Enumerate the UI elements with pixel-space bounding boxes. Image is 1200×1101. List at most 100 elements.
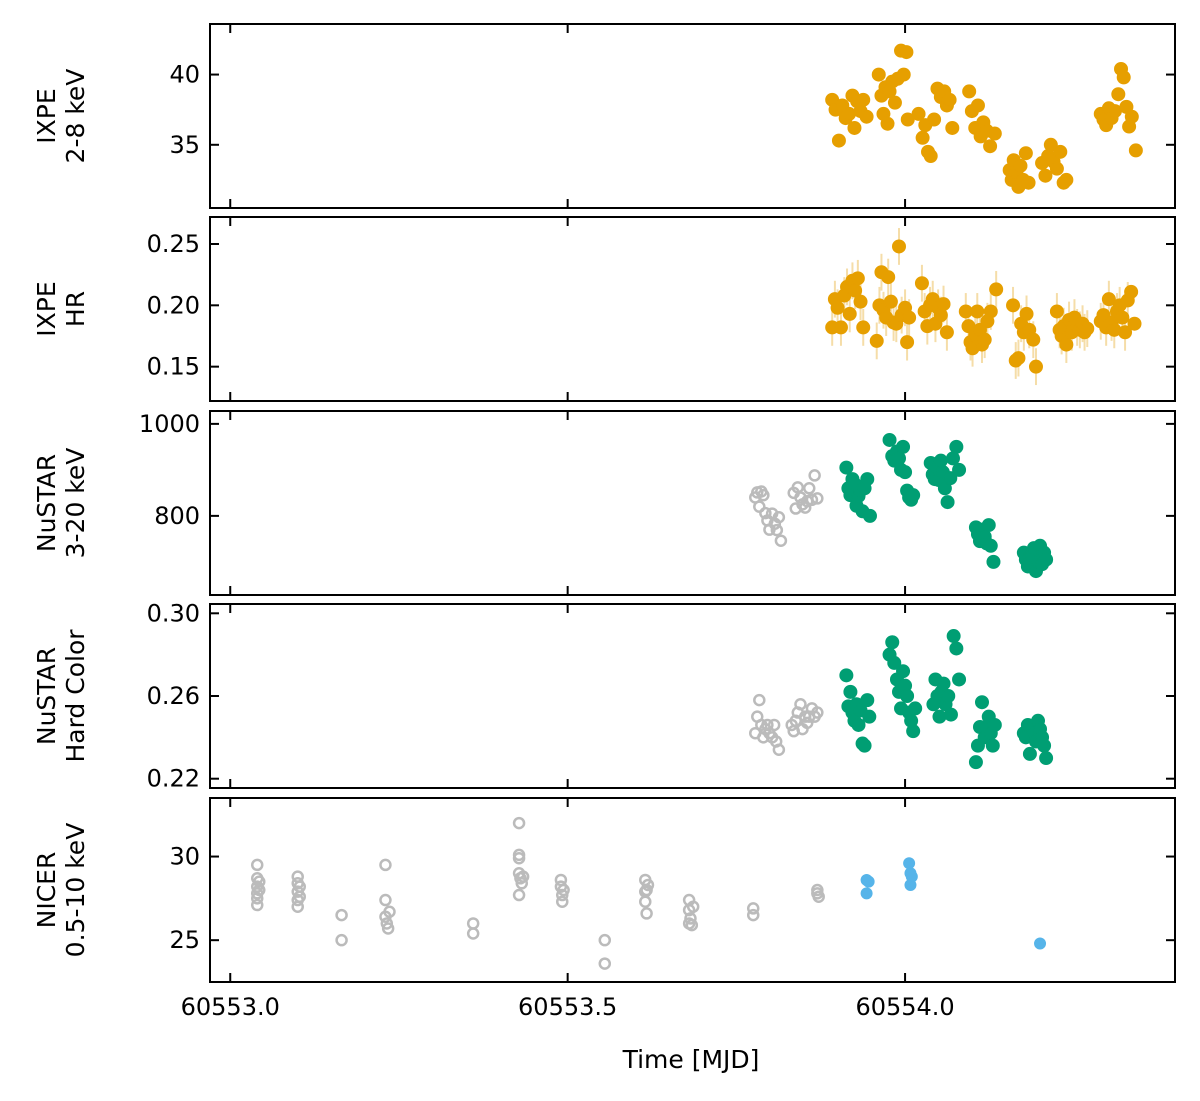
series-ixpe-flux-0 — [825, 43, 1143, 194]
data-point — [943, 707, 958, 722]
data-point — [880, 116, 895, 131]
data-point — [794, 698, 807, 711]
data-point — [859, 109, 874, 124]
data-point — [383, 905, 396, 918]
data-point — [885, 635, 900, 650]
data-point — [860, 693, 875, 708]
data-point — [987, 126, 1002, 141]
data-point — [975, 695, 989, 710]
axis-frame — [209, 797, 1176, 983]
y-axis-label: 0.5-10 keV — [61, 823, 90, 958]
data-point — [1115, 310, 1130, 325]
series-nustar-hc-1 — [839, 629, 1054, 770]
data-point — [831, 133, 846, 148]
series-nicer-flux-1 — [860, 857, 1047, 950]
data-point — [812, 890, 825, 903]
data-point — [905, 870, 918, 883]
data-point — [1022, 746, 1037, 761]
data-point — [1111, 87, 1126, 102]
data-point — [512, 851, 526, 865]
data-point — [557, 883, 570, 897]
data-point — [772, 743, 786, 757]
data-point — [515, 877, 529, 890]
data-point — [853, 294, 868, 309]
data-point — [639, 895, 652, 908]
data-point — [1127, 316, 1142, 331]
data-point — [556, 895, 569, 908]
data-point — [1053, 144, 1068, 159]
data-point — [939, 325, 954, 340]
y-axis-label: 3-20 keV — [61, 448, 90, 559]
data-point — [772, 511, 786, 524]
data-point — [869, 333, 884, 348]
data-point — [981, 518, 996, 533]
data-point — [943, 471, 958, 486]
data-point — [906, 724, 921, 739]
data-point — [770, 523, 784, 537]
panel-nustar-hc: 0.22 0.26 0.30 NuSTAR Hard Color — [32, 599, 1176, 793]
data-point — [871, 67, 886, 82]
data-point — [896, 439, 911, 454]
data-point — [759, 506, 772, 520]
data-point — [898, 465, 913, 480]
data-point — [940, 495, 955, 510]
data-point — [1049, 304, 1064, 319]
data-point — [983, 538, 998, 553]
data-point — [936, 297, 951, 312]
data-point — [985, 738, 1000, 753]
y-axis-label: NuSTAR — [32, 454, 61, 552]
data-point — [1026, 332, 1041, 347]
data-point — [1018, 146, 1033, 161]
panel-nicer-flux: 60553.0 60553.5 60554.0 25 30 NICER 0.5-10 keV — [32, 797, 1176, 1021]
data-point — [293, 890, 307, 903]
data-point — [860, 472, 875, 487]
data-point — [915, 130, 930, 145]
data-point — [932, 709, 947, 724]
y-tick-label: 0.30 — [147, 599, 200, 627]
data-point — [640, 883, 653, 897]
data-point — [906, 488, 921, 503]
data-point — [516, 870, 530, 883]
data-point — [983, 304, 998, 319]
data-point — [798, 501, 812, 514]
panel-ixpe-hr: 0.15 0.20 0.25 IXPE HR — [32, 216, 1176, 402]
panel-nustar-flux: 800 1000 NuSTAR 3-20 keV — [32, 410, 1176, 596]
data-point — [746, 902, 760, 915]
data-point — [1028, 359, 1043, 374]
data-point — [908, 701, 923, 716]
data-point — [941, 689, 956, 703]
data-point — [862, 508, 877, 523]
data-point — [757, 488, 770, 502]
y-tick-label: 0.15 — [147, 353, 200, 381]
series-nustar-flux-1 — [839, 432, 1054, 579]
data-point — [857, 738, 872, 753]
data-point — [250, 898, 264, 912]
data-point — [805, 493, 819, 507]
data-point — [811, 706, 824, 719]
series-nustar-hc-0 — [749, 693, 824, 757]
data-point — [1006, 298, 1021, 313]
axis-frame — [209, 216, 1176, 402]
data-point — [962, 84, 977, 99]
data-point — [808, 469, 821, 482]
data-point — [753, 693, 766, 707]
data-point — [291, 900, 304, 913]
data-point — [970, 304, 985, 319]
data-point — [1049, 161, 1064, 176]
data-point — [900, 689, 915, 703]
axis-frame — [209, 410, 1176, 596]
data-point — [774, 534, 788, 547]
data-point — [847, 120, 862, 135]
y-axis-label: NICER — [32, 852, 61, 929]
data-point — [767, 718, 781, 732]
data-point — [968, 755, 983, 770]
data-point — [1011, 351, 1026, 366]
data-point — [923, 149, 938, 164]
data-point — [839, 460, 854, 475]
series-nicer-flux-0 — [250, 816, 825, 970]
data-point — [1043, 137, 1058, 152]
data-point — [946, 629, 961, 644]
data-point — [1013, 158, 1028, 173]
data-point — [896, 664, 911, 679]
data-point — [987, 717, 1002, 732]
